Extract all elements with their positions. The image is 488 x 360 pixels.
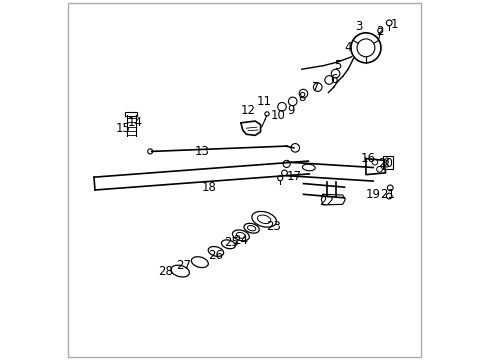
Text: 17: 17 — [286, 170, 302, 183]
Text: 18: 18 — [201, 181, 216, 194]
Text: 5: 5 — [333, 59, 340, 72]
Text: 2: 2 — [376, 25, 383, 38]
Text: 13: 13 — [194, 145, 209, 158]
Text: 25: 25 — [224, 236, 239, 249]
Text: 9: 9 — [286, 104, 294, 117]
Text: 4: 4 — [344, 41, 351, 54]
Text: 26: 26 — [208, 248, 223, 261]
Text: 22: 22 — [319, 195, 333, 208]
Text: 28: 28 — [158, 265, 173, 278]
Text: 11: 11 — [256, 95, 271, 108]
Text: 1: 1 — [390, 18, 397, 31]
Text: 21: 21 — [379, 188, 394, 201]
Text: 24: 24 — [233, 234, 248, 247]
Text: 10: 10 — [270, 109, 285, 122]
Text: 6: 6 — [329, 73, 337, 86]
Text: 3: 3 — [354, 20, 362, 33]
Text: 23: 23 — [265, 220, 280, 233]
Bar — [382, 156, 392, 169]
Text: 15: 15 — [115, 122, 130, 135]
Text: 16: 16 — [360, 152, 374, 165]
Text: 12: 12 — [240, 104, 255, 117]
Text: 7: 7 — [311, 81, 319, 94]
Text: 14: 14 — [128, 116, 143, 129]
Bar — [124, 112, 137, 116]
Text: 8: 8 — [297, 91, 305, 104]
Text: 19: 19 — [365, 188, 380, 201]
Text: 20: 20 — [377, 157, 392, 170]
Text: 27: 27 — [176, 259, 191, 272]
